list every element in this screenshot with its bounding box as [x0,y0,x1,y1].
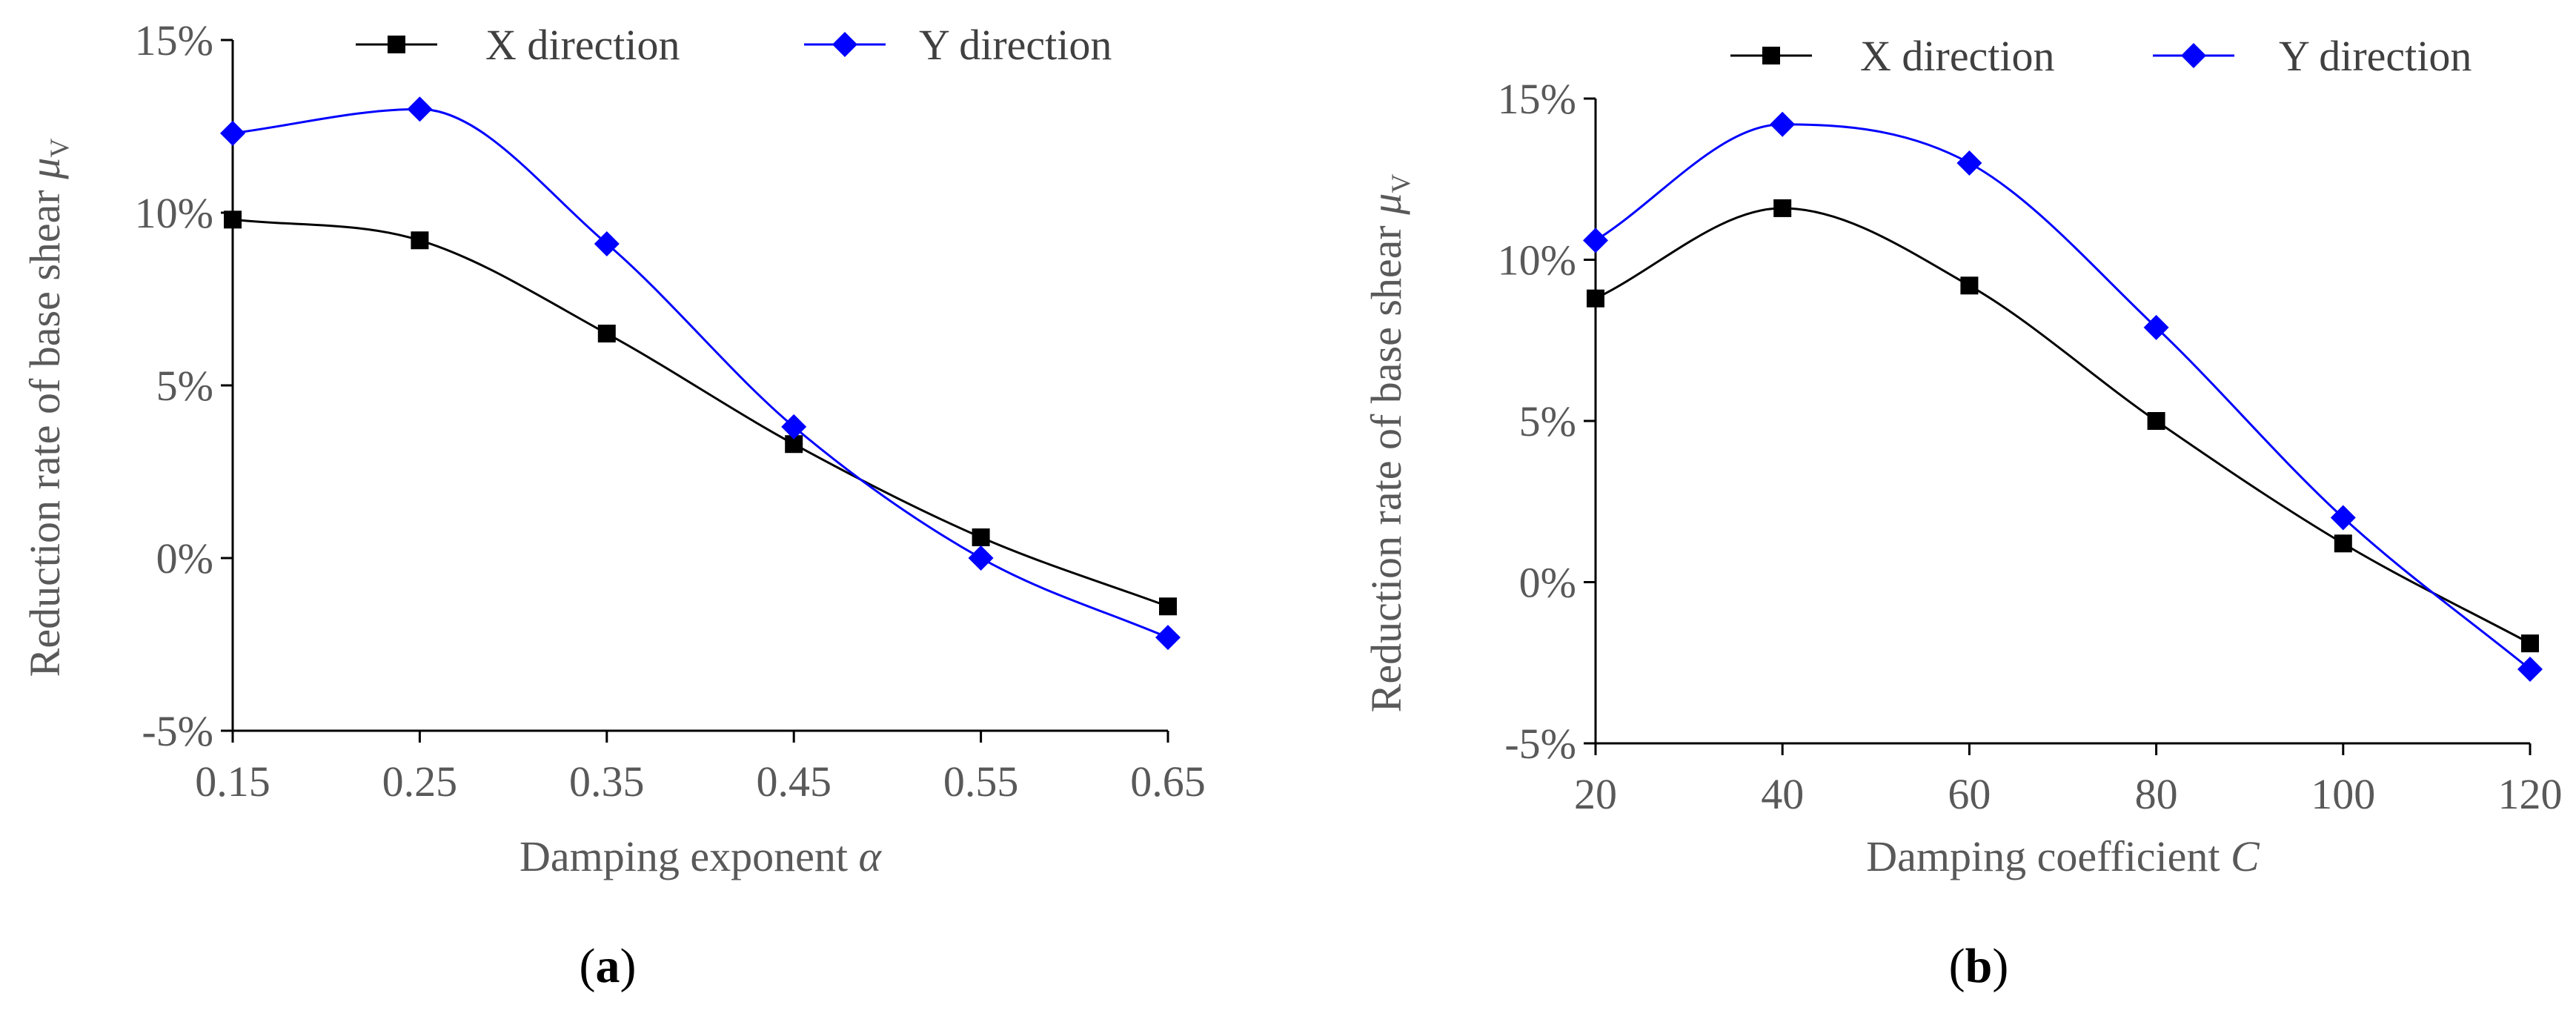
legend-marker-square [388,36,405,53]
y-tick-label: 0% [156,534,213,583]
series-line [232,218,1169,608]
y-tick-label: 10% [135,189,213,237]
x-tick-label: 0.15 [195,757,270,806]
data-point-diamond [220,120,245,146]
x-tick-label: 0.65 [1130,757,1206,806]
series-y-direction [1583,111,2543,682]
y-tick-label: 15% [1498,75,1576,123]
x-tick-label: 0.45 [756,757,831,806]
y-tick-label: 10% [1498,236,1576,285]
series-line [1595,207,2531,645]
y-axis-title: Reduction rate of base shear μV [21,139,74,677]
data-point-diamond [407,96,433,122]
data-point-diamond [781,414,807,439]
panel-label: (b) [1949,939,2009,993]
panel-label: (a) [580,939,637,993]
data-point-square [972,528,990,547]
data-point-square [597,325,616,343]
data-point-diamond [594,230,620,256]
x-tick-label: 20 [1574,770,1617,818]
data-point-diamond [1770,111,1796,137]
y-tick-label: 15% [135,16,213,64]
data-point-square [1960,276,1979,295]
series-line [232,107,1169,639]
data-point-square [411,231,429,250]
x-axis-title: Damping exponent α [519,832,882,880]
data-point-diamond [1956,150,1982,176]
y-tick-label: -5% [1504,720,1576,768]
x-tick-label: 0.25 [382,757,458,806]
chart-panel-a: -5% 0% 5% 10% 15% 0.15 0.25 0.35 0.45 0.55 0.65 Dam… [21,16,1206,993]
x-tick-label: 100 [2311,770,2375,818]
x-tick-label: 60 [1948,770,1991,818]
legend-label: Y direction [2279,32,2472,80]
legend-marker-square [1762,47,1780,64]
data-point-square [2521,634,2539,653]
data-point-square [224,210,242,229]
data-point-diamond [2330,505,2356,531]
data-point-square [1587,289,1604,308]
data-point-square [2334,534,2352,553]
data-point-diamond [968,545,994,571]
legend-marker-diamond [832,32,857,57]
legend: X direction Y direction [356,21,1112,69]
series-x-direction [224,210,1177,616]
legend-label: X direction [485,21,680,69]
legend-marker-diamond [2181,43,2206,68]
data-point-diamond [2517,656,2543,682]
series-y-direction [220,96,1181,651]
legend-label: Y direction [919,21,1112,69]
data-point-square [2147,412,2165,430]
series-line [1595,123,2531,671]
x-tick-label: 40 [1761,770,1804,818]
x-tick-label: 0.35 [569,757,645,806]
y-tick-label: -5% [142,707,213,755]
data-point-diamond [1583,228,1608,253]
data-point-diamond [1155,625,1181,651]
y-axis-title: Reduction rate of base shear μV [1362,174,1415,713]
legend: X direction Y direction [1730,32,2472,80]
series-x-direction [1587,199,2539,653]
y-tick-label: 5% [1519,397,1576,445]
x-tick-label: 0.55 [943,757,1019,806]
x-tick-label: 120 [2498,770,2563,818]
legend-label: X direction [1860,32,2055,80]
data-point-square [1773,199,1792,217]
chart-panel-b: -5% 0% 5% 10% 15% 20 40 60 80 100 120 Damping coeff… [1362,32,2563,993]
y-tick-label: 0% [1519,559,1576,607]
data-point-square [1159,597,1177,616]
x-tick-label: 80 [2135,770,2178,818]
data-point-diamond [2143,314,2169,340]
x-axis-title: Damping coefficient C [1866,832,2260,880]
y-tick-label: 5% [156,362,213,410]
